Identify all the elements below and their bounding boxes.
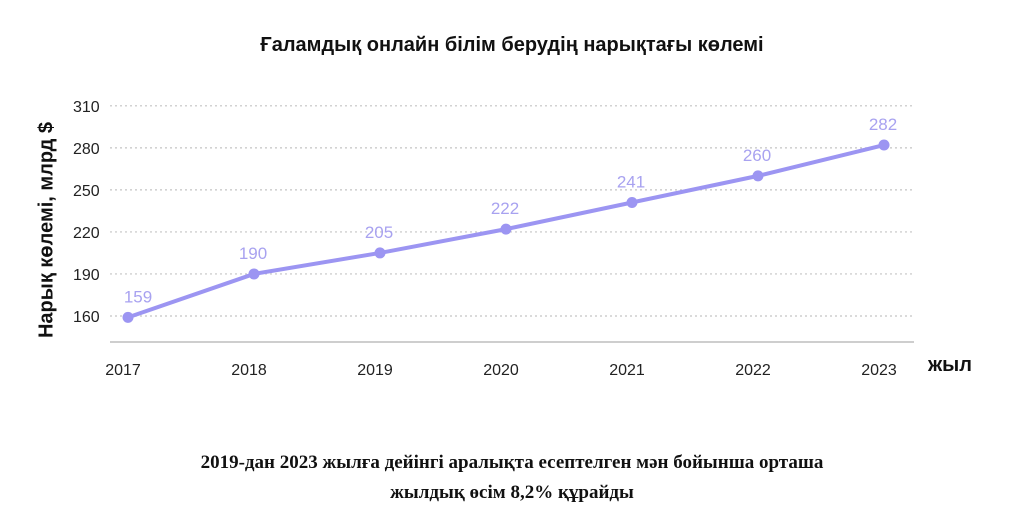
data-label: 241: [617, 172, 645, 191]
y-axis-label: Нарық көлемі, млрд $: [35, 121, 58, 339]
x-tick-label: 2023: [861, 362, 897, 379]
data-point: [122, 311, 134, 323]
data-point: [248, 268, 260, 280]
caption-line-1: 2019-дан 2023 жылға дейінгі аралықта есе…: [200, 452, 824, 473]
chart-caption: 2019-дан 2023 жылға дейінгі аралықта есе…: [60, 448, 964, 508]
y-axis-ticks: 160 190 220 250 280 310: [73, 99, 100, 326]
gridlines: [110, 105, 914, 343]
caption-line-2: жылдық өсім 8,2% құрайды: [390, 482, 634, 503]
x-tick-label: 2022: [735, 362, 771, 379]
y-tick-label: 280: [73, 141, 100, 158]
y-tick-label: 220: [73, 225, 100, 242]
x-axis-ticks: 2017 2018 2019 2020 2021 2022 2023: [105, 362, 897, 379]
chart-title: Ғаламдық онлайн білім берудің нарықтағы …: [260, 34, 764, 56]
x-tick-label: 2021: [609, 362, 645, 379]
y-tick-label: 190: [73, 267, 100, 284]
data-label: 222: [491, 199, 519, 218]
data-label: 205: [365, 223, 393, 242]
data-label: 159: [124, 287, 152, 306]
data-point: [752, 170, 764, 182]
data-point: [500, 223, 512, 235]
data-label: 282: [869, 115, 897, 134]
data-point: [374, 247, 386, 259]
data-label: 260: [743, 146, 771, 165]
x-tick-label: 2018: [231, 362, 267, 379]
y-tick-label: 310: [73, 99, 100, 116]
x-tick-label: 2017: [105, 362, 141, 379]
data-point: [626, 196, 638, 208]
data-points: [122, 139, 890, 323]
y-tick-label: 250: [73, 183, 100, 200]
x-tick-label: 2019: [357, 362, 393, 379]
y-tick-label: 160: [73, 309, 100, 326]
x-axis-label: жыл: [928, 354, 972, 376]
data-point: [878, 139, 890, 151]
data-labels: 159 190 205 222 241 260 282: [124, 115, 897, 306]
data-label: 190: [239, 244, 267, 263]
x-tick-label: 2020: [483, 362, 519, 379]
